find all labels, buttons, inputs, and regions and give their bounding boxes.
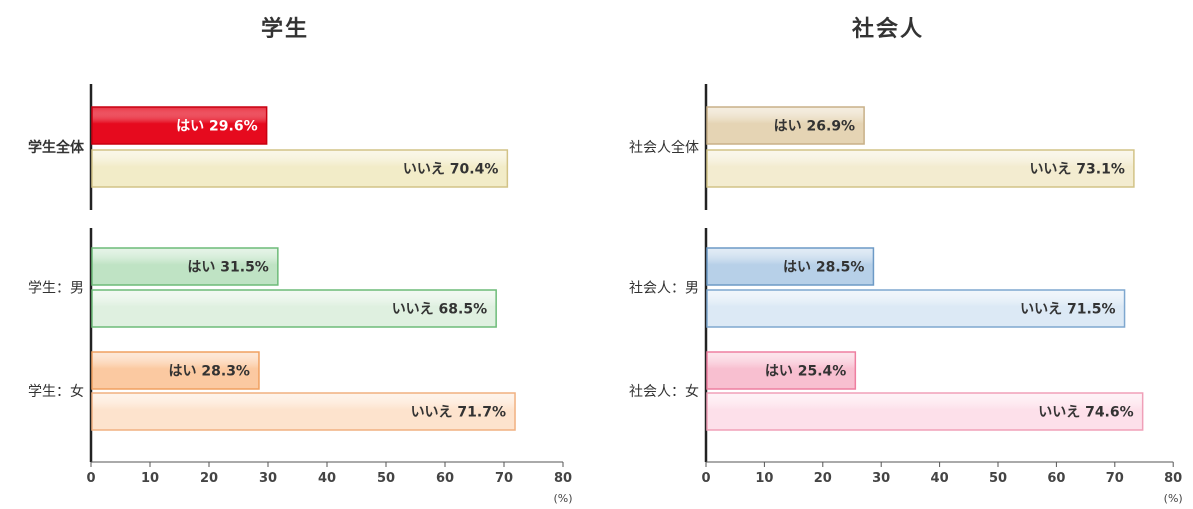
bar-iie-face <box>706 392 1144 431</box>
bar-value-label: いいえ 70.4% <box>403 162 498 178</box>
bar-iie-face <box>91 392 516 431</box>
bar-hai-face <box>91 247 279 286</box>
x-axis-unit: (%) <box>1164 492 1183 505</box>
x-tick-label: 50 <box>377 471 395 486</box>
bar-hai-face <box>706 106 865 145</box>
bar-value-label: はい 29.6% <box>176 119 257 135</box>
x-axis-unit: (%) <box>553 492 572 505</box>
x-tick-label: 30 <box>872 471 890 486</box>
x-tick-label: 0 <box>86 471 95 486</box>
x-tick-label: 80 <box>554 471 572 486</box>
x-tick-label: 20 <box>814 471 832 486</box>
bar-value-label: いいえ 73.1% <box>1029 162 1124 178</box>
x-tick-label: 10 <box>141 471 159 486</box>
bar-iie-face <box>706 149 1135 188</box>
bar-hai-face <box>706 351 857 390</box>
x-tick-label: 60 <box>1047 471 1065 486</box>
x-tick-label: 20 <box>200 471 218 486</box>
bar-value-label: はい 28.5% <box>783 260 864 276</box>
category-label: 学生：女 <box>28 383 84 400</box>
x-tick-label: 70 <box>1106 471 1124 486</box>
chart-panel-2: 社会人 0 10 20 30 40 50 60 70 80 (%) 社会人全体 はい 26.9% いいえ … <box>629 16 1183 505</box>
bar-hai-face <box>91 106 268 145</box>
bar-iie-face <box>706 289 1126 328</box>
bar-value-label: いいえ 68.5% <box>392 302 487 318</box>
x-tick-label: 30 <box>259 471 277 486</box>
x-tick-label: 10 <box>755 471 773 486</box>
bar-value-label: はい 28.3% <box>169 364 250 380</box>
bar-value-label: いいえ 74.6% <box>1038 405 1133 421</box>
category-label: 学生：男 <box>28 281 84 297</box>
bar-value-label: はい 26.9% <box>774 119 855 135</box>
category-label: 社会人全体 <box>629 139 699 156</box>
bar-value-label: いいえ 71.7% <box>411 405 506 421</box>
chart-panel-1: 学生 0 10 20 30 40 50 60 70 80 (%) 学生全体 はい 29.6% いいえ 70… <box>28 16 573 505</box>
bar-hai-face <box>706 247 875 286</box>
x-tick-label: 70 <box>495 471 513 486</box>
bar-value-label: はい 25.4% <box>765 364 846 380</box>
bar-iie-face <box>91 149 509 188</box>
x-tick-label: 50 <box>989 471 1007 486</box>
category-label: 学生全体 <box>28 139 85 156</box>
x-tick-label: 0 <box>701 471 710 486</box>
bar-value-label: はい 31.5% <box>187 260 268 276</box>
bar-hai-face <box>91 351 260 390</box>
chart-title: 社会人 <box>852 16 924 42</box>
x-tick-label: 80 <box>1164 471 1182 486</box>
x-tick-label: 40 <box>931 471 949 486</box>
bar-iie-face <box>91 289 497 328</box>
category-label: 社会人：女 <box>629 383 699 400</box>
x-tick-label: 40 <box>318 471 336 486</box>
x-tick-label: 60 <box>436 471 454 486</box>
category-label: 社会人：男 <box>629 281 699 297</box>
chart-title: 学生 <box>261 16 309 42</box>
bar-value-label: いいえ 71.5% <box>1020 302 1115 318</box>
